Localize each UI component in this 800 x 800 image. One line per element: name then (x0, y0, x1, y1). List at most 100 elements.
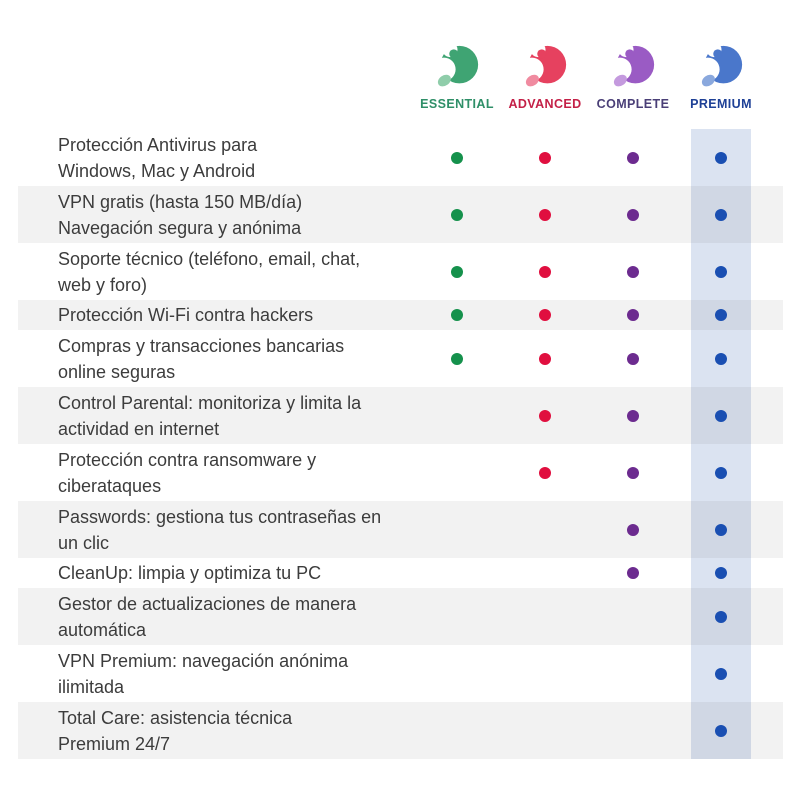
included-dot-premium (715, 151, 727, 164)
panda-logo-essential-icon (434, 44, 478, 87)
feature-row-wifi: Protección Wi-Fi contra hackers (18, 300, 783, 330)
dot-cell (501, 558, 589, 588)
included-dot-complete (627, 208, 639, 221)
plan-column-advanced: ADVANCED (501, 44, 589, 111)
feature-text: Total Care: asistencia técnica Premium 2… (58, 707, 293, 754)
included-dot-advanced (539, 409, 551, 422)
dot-cell (677, 330, 765, 387)
dot-cell (677, 645, 765, 702)
dot-cell (501, 645, 589, 702)
dot-cell (501, 702, 589, 759)
dot-cell (413, 243, 501, 300)
feature-text: VPN gratis (hasta 150 MB/día) Navegación… (58, 191, 303, 238)
dot-cell (413, 129, 501, 186)
included-dot-advanced (539, 208, 551, 221)
included-dot-premium (715, 466, 727, 479)
feature-text: Protección Antivirus para Windows, Mac y… (58, 134, 258, 181)
feature-text: Protección contra ransomware y ciberataq… (58, 449, 317, 496)
feature-text: Gestor de actualizaciones de manera auto… (58, 593, 357, 640)
plan-label-complete: COMPLETE (596, 97, 670, 111)
dot-cell (501, 330, 589, 387)
dot-cell (677, 129, 765, 186)
included-dot-premium (715, 567, 727, 579)
dot-cell (589, 186, 677, 243)
included-dot-premium (715, 667, 727, 680)
included-dot-essential (451, 265, 463, 278)
included-dot-advanced (539, 309, 551, 321)
plan-column-complete: COMPLETE (589, 44, 677, 111)
included-dot-premium (715, 352, 727, 365)
feature-rows: Protección Antivirus para Windows, Mac y… (18, 129, 783, 759)
feature-row-parental: Control Parental: monitoriza y limita la… (18, 387, 783, 444)
included-dot-premium (715, 724, 727, 737)
included-dot-premium (715, 265, 727, 278)
dot-cell (501, 501, 589, 558)
dot-cell (677, 186, 765, 243)
included-dot-complete (627, 265, 639, 278)
included-dot-premium (715, 208, 727, 221)
feature-text: Soporte técnico (teléfono, email, chat, … (58, 248, 361, 295)
dot-cell (589, 501, 677, 558)
dot-cell (413, 645, 501, 702)
dot-cell (677, 702, 765, 759)
dot-cell (589, 645, 677, 702)
included-dot-advanced (539, 466, 551, 479)
feature-text: Compras y transacciones bancarias online… (58, 335, 345, 382)
included-dot-essential (451, 309, 463, 321)
dot-cell (677, 387, 765, 444)
panda-logo-premium-icon (698, 44, 742, 87)
feature-row-vpn-free: VPN gratis (hasta 150 MB/día) Navegación… (18, 186, 783, 243)
panda-logo-complete-icon (610, 44, 654, 87)
dot-cell (501, 300, 589, 330)
dot-cell (501, 243, 589, 300)
dot-cell (589, 129, 677, 186)
feature-row-shopping: Compras y transacciones bancarias online… (18, 330, 783, 387)
feature-row-support: Soporte técnico (teléfono, email, chat, … (18, 243, 783, 300)
dot-cell (413, 588, 501, 645)
dot-cell (589, 387, 677, 444)
feature-text: Passwords: gestiona tus contraseñas en u… (58, 506, 382, 553)
plan-column-premium: PREMIUM (677, 44, 765, 111)
dot-cell (677, 558, 765, 588)
dot-cell (413, 501, 501, 558)
dot-cell (589, 300, 677, 330)
feature-row-passwords: Passwords: gestiona tus contraseñas en u… (18, 501, 783, 558)
dot-cell (589, 444, 677, 501)
dot-cell (413, 444, 501, 501)
dot-cell (501, 588, 589, 645)
feature-row-total-care: Total Care: asistencia técnica Premium 2… (18, 702, 783, 759)
dot-cell (589, 588, 677, 645)
dot-cell (589, 558, 677, 588)
plan-label-advanced: ADVANCED (508, 97, 582, 111)
feature-row-antivirus: Protección Antivirus para Windows, Mac y… (18, 129, 783, 186)
included-dot-essential (451, 208, 463, 221)
included-dot-premium (715, 309, 727, 321)
plan-comparison-table: ESSENTIAL ADVANCED COMPLETE (18, 44, 783, 759)
included-dot-complete (627, 466, 639, 479)
included-dot-advanced (539, 352, 551, 365)
feature-row-update-manager: Gestor de actualizaciones de manera auto… (18, 588, 783, 645)
included-dot-complete (627, 352, 639, 365)
included-dot-advanced (539, 151, 551, 164)
dot-cell (413, 330, 501, 387)
feature-row-ransomware: Protección contra ransomware y ciberataq… (18, 444, 783, 501)
dot-cell (677, 300, 765, 330)
dot-cell (413, 300, 501, 330)
included-dot-advanced (539, 265, 551, 278)
dot-cell (589, 702, 677, 759)
plan-column-essential: ESSENTIAL (413, 44, 501, 111)
feature-text: Control Parental: monitoriza y limita la… (58, 392, 362, 439)
plan-label-premium: PREMIUM (690, 97, 752, 111)
included-dot-premium (715, 523, 727, 536)
dot-cell (413, 702, 501, 759)
plans-header: ESSENTIAL ADVANCED COMPLETE (18, 44, 783, 111)
included-dot-complete (627, 309, 639, 321)
feature-row-vpn-premium: VPN Premium: navegación anónima ilimitad… (18, 645, 783, 702)
dot-cell (413, 186, 501, 243)
included-dot-complete (627, 567, 639, 579)
dot-cell (413, 558, 501, 588)
dot-cell (677, 243, 765, 300)
dot-cell (413, 387, 501, 444)
feature-row-cleanup: CleanUp: limpia y optimiza tu PC (18, 558, 783, 588)
plan-label-essential: ESSENTIAL (420, 97, 494, 111)
